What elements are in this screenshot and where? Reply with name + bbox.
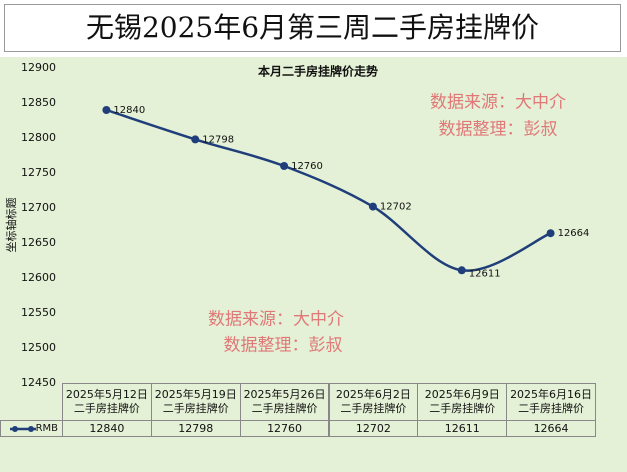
category-header: 2025年6月2日二手房挂牌价 [328, 383, 419, 421]
table-value: 12702 [328, 420, 419, 437]
y-tick-label: 12800 [21, 131, 56, 144]
table-value: 12611 [417, 420, 508, 437]
data-point [102, 106, 111, 114]
watermark: 数据来源：大中介 [208, 310, 344, 330]
category-header: 2025年5月26日二手房挂牌价 [239, 383, 330, 421]
category-header: 2025年6月16日二手房挂牌价 [506, 383, 596, 421]
data-point [457, 266, 466, 275]
data-point [191, 135, 200, 144]
y-tick-label: 12700 [21, 201, 56, 214]
category-header: 2025年6月9日二手房挂牌价 [417, 383, 508, 421]
y-tick-label: 12900 [21, 61, 56, 74]
table-value: 12664 [506, 420, 596, 437]
data-label: 12611 [469, 268, 501, 279]
data-label: 12760 [291, 161, 323, 172]
data-label: 12840 [113, 105, 145, 116]
data-label: 12798 [202, 134, 234, 145]
y-tick-label: 12850 [21, 96, 56, 109]
watermark: 数据整理：彭叔 [439, 120, 558, 140]
data-label: 12664 [558, 228, 590, 239]
y-tick-label: 12550 [21, 306, 56, 319]
y-axis-label: 坐标轴标题 [4, 198, 18, 253]
series-line [106, 108, 552, 272]
y-tick-label: 12650 [21, 236, 56, 249]
legend-entry: RMB [0, 420, 63, 437]
chart-background [0, 57, 627, 472]
y-tick-label: 12750 [21, 166, 56, 179]
table-value: 12760 [239, 420, 330, 437]
chart-title: 本月二手房挂牌价走势 [258, 64, 378, 79]
table-value: 12798 [150, 420, 241, 437]
category-header: 2025年5月12日二手房挂牌价 [62, 383, 152, 421]
category-header: 2025年5月19日二手房挂牌价 [150, 383, 241, 421]
data-point [546, 229, 555, 238]
data-point [368, 202, 377, 211]
watermark: 数据来源：大中介 [430, 93, 566, 113]
data-point [280, 162, 289, 170]
y-tick-label: 12600 [21, 271, 56, 284]
banner-title: 无锡2025年6月第三周二手房挂牌价 [4, 4, 621, 52]
y-tick-label: 12500 [21, 341, 56, 354]
y-tick-label: 12450 [21, 376, 56, 389]
legend-label: RMB [35, 422, 58, 434]
data-label: 12702 [380, 202, 412, 213]
legend-icon [9, 425, 36, 432]
table-value: 12840 [62, 420, 152, 437]
watermark: 数据整理：彭叔 [224, 336, 343, 356]
